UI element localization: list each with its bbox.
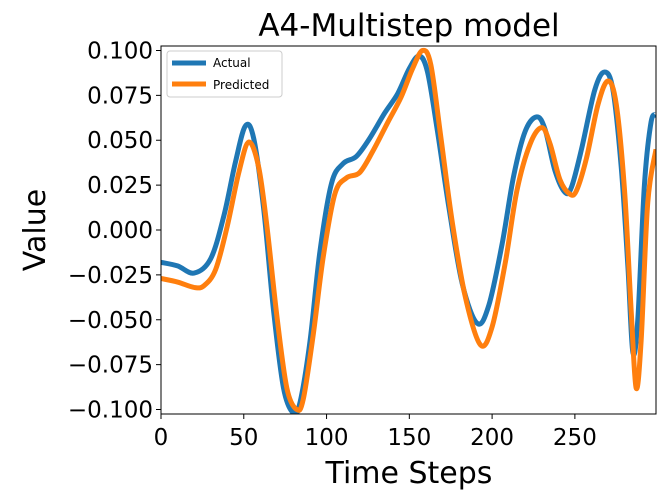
- y-tick-label: 0.025: [87, 173, 153, 199]
- x-tick-label: 0: [154, 425, 169, 451]
- series-line-predicted: [161, 47, 656, 413]
- plot-lines: [161, 47, 656, 414]
- y-tick-label: 0.050: [87, 128, 153, 154]
- x-tick-label: 200: [470, 425, 514, 451]
- x-tick-label: 250: [553, 425, 597, 451]
- y-tick-label: 0.075: [87, 83, 153, 109]
- y-tick-label: −0.025: [68, 263, 153, 289]
- x-tick-label: 50: [229, 425, 258, 451]
- x-tick-label: 150: [387, 425, 431, 451]
- x-axis-ticks: 0 50 100 150 200 250: [154, 414, 597, 451]
- series-line-actual: [161, 53, 656, 414]
- y-axis-ticks: −0.100 −0.075 −0.050 −0.025 0.000 0.025 0.050 0…: [68, 38, 161, 424]
- y-tick-label: 0.000: [87, 218, 153, 244]
- plot-area-frame: [160, 45, 657, 415]
- y-tick-label: 0.100: [87, 38, 153, 64]
- y-tick-label: −0.100: [68, 398, 153, 424]
- legend-label-predicted: Predicted: [213, 78, 269, 92]
- y-tick-label: −0.050: [68, 308, 153, 334]
- chart-title: A4-Multistep model: [258, 8, 559, 44]
- legend: Actual Predicted: [166, 50, 283, 98]
- x-axis-label: Time Steps: [325, 456, 493, 491]
- x-tick-label: 100: [305, 425, 349, 451]
- y-tick-label: −0.075: [68, 353, 153, 379]
- legend-label-actual: Actual: [213, 56, 251, 70]
- y-axis-label: Value: [18, 189, 53, 271]
